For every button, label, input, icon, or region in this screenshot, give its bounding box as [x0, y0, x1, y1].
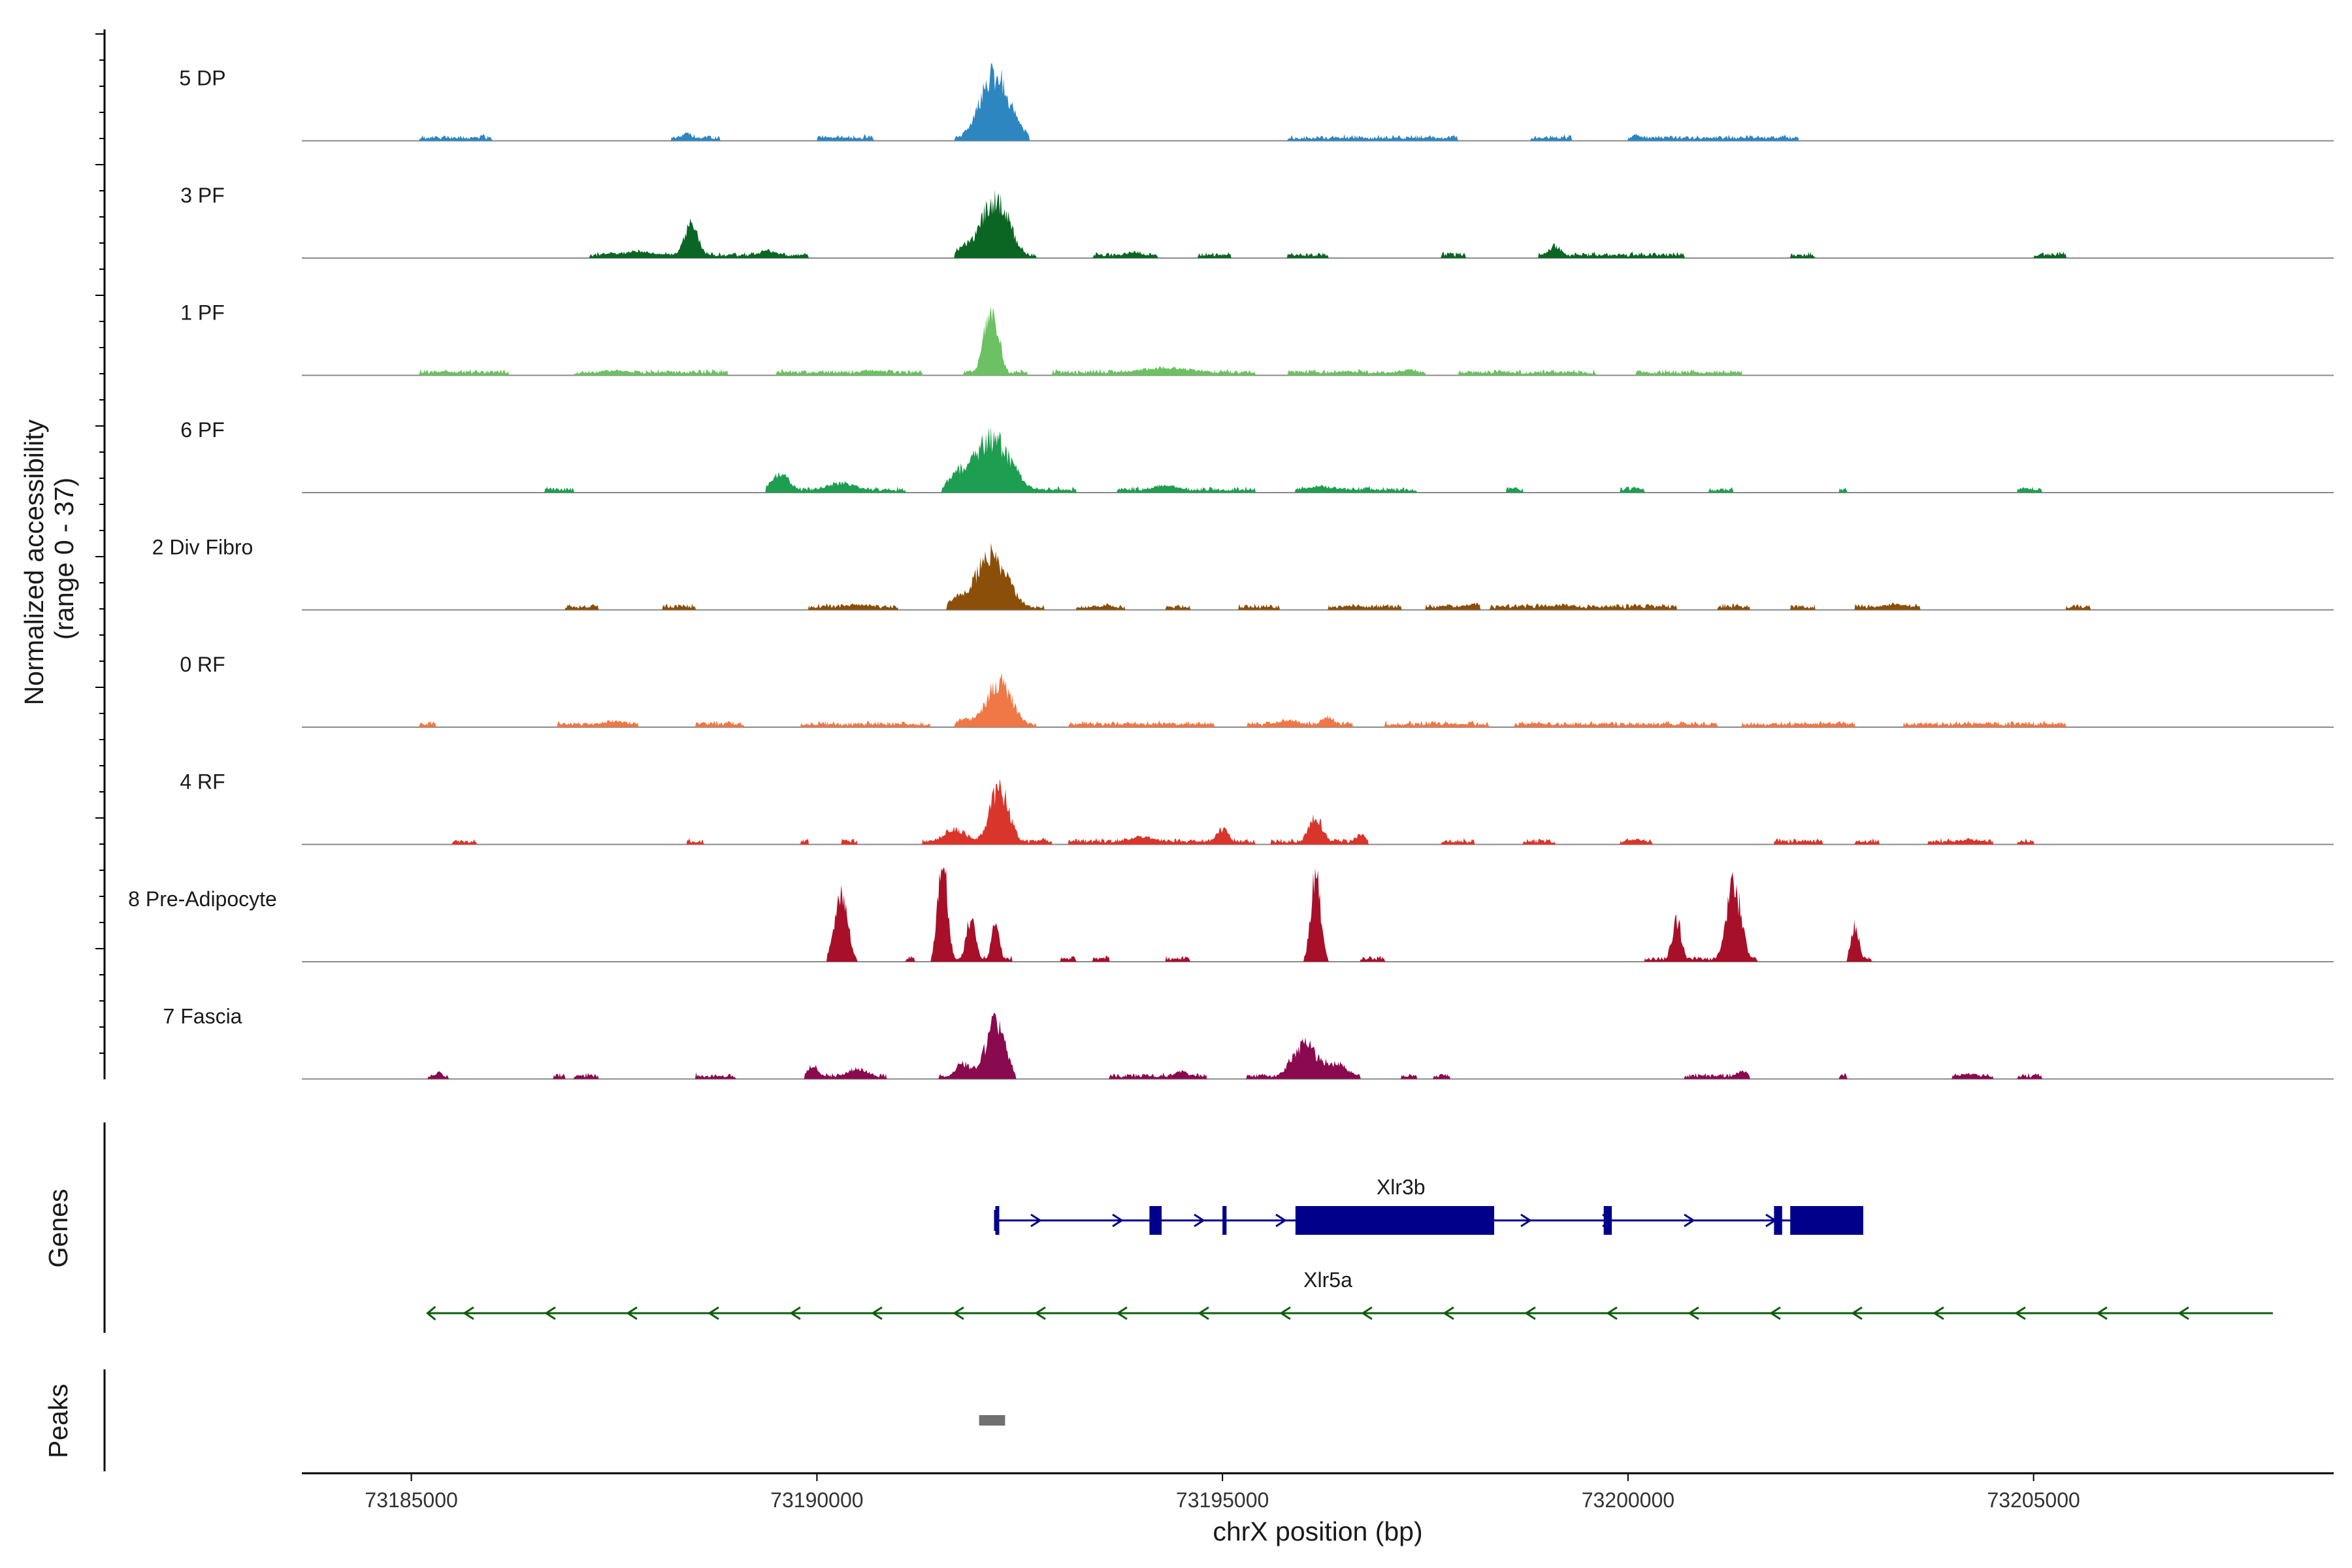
x-tick-label: 73205000 — [1987, 1488, 2080, 1512]
track-label: 2 Div Fibro — [152, 536, 253, 559]
strand-chevron-icon — [1520, 1213, 1532, 1228]
coverage-area — [302, 63, 2334, 141]
track-5-dp: 5 DP — [179, 63, 2334, 142]
y-axis-title-line-2: (range 0 - 37) — [49, 478, 79, 640]
peaks-panel-label: Peaks — [43, 1384, 73, 1458]
genes-panel-label: Genes — [43, 1189, 73, 1268]
track-7-fascia: 7 Fascia — [163, 1005, 2334, 1080]
strand-chevron-icon — [626, 1306, 638, 1320]
strand-chevron-icon — [1524, 1306, 1536, 1320]
strand-chevron-icon — [1198, 1306, 1209, 1320]
coverage-area — [302, 306, 2334, 376]
y-axis-title: Normalized accessibility (range 0 - 37) — [19, 412, 79, 706]
strand-chevron-icon — [708, 1306, 719, 1320]
strand-chevron-icon — [789, 1306, 801, 1320]
strand-chevron-icon — [1443, 1306, 1454, 1320]
x-tick-label: 73190000 — [770, 1488, 863, 1512]
coverage-area — [302, 868, 2334, 962]
track-label: 1 PF — [180, 301, 225, 325]
track-label: 6 PF — [180, 418, 225, 442]
strand-chevron-icon — [1275, 1213, 1287, 1228]
genes-panel: Xlr3b Xlr5a — [103, 1122, 2273, 1333]
coverage-area — [302, 778, 2334, 845]
x-axis-title: chrX position (bp) — [1213, 1516, 1422, 1546]
track-label: 3 PF — [180, 184, 225, 207]
strand-chevron-icon — [1112, 1213, 1124, 1228]
track-1-pf: 1 PF — [180, 301, 2334, 376]
y-axis-title-line-1: Normalized accessibility — [19, 419, 49, 705]
track-2-div-fibro: 2 Div Fibro — [152, 536, 2334, 611]
strand-chevron-icon — [1688, 1306, 1699, 1320]
gene-exon — [995, 1206, 1000, 1235]
x-tick-label: 73200000 — [1582, 1488, 1674, 1512]
track-label: 7 Fascia — [163, 1005, 242, 1028]
strand-chevron-icon — [1851, 1306, 1863, 1320]
x-tick-label: 73195000 — [1176, 1488, 1269, 1512]
coverage-area — [302, 1013, 2334, 1079]
strand-chevron-icon — [2096, 1306, 2108, 1320]
gene-xlr5a: Xlr5a — [426, 1268, 2273, 1321]
coverage-area — [302, 426, 2334, 493]
peak-region — [979, 1415, 1005, 1426]
gene-exon — [1790, 1206, 1863, 1235]
strand-chevron-icon — [463, 1306, 474, 1320]
strand-chevron-icon — [544, 1306, 556, 1320]
strand-chevron-icon — [2014, 1306, 2026, 1320]
gene-exon — [1149, 1206, 1162, 1235]
strand-chevron-icon — [1279, 1306, 1291, 1320]
coverage-area — [302, 189, 2334, 258]
track-3-pf: 3 PF — [180, 184, 2334, 259]
track-label: 0 RF — [180, 653, 225, 676]
strand-chevron-icon — [1034, 1306, 1046, 1320]
strand-chevron-icon — [1116, 1306, 1128, 1320]
gene-exon — [1603, 1206, 1612, 1235]
strand-chevron-icon — [1606, 1306, 1618, 1320]
gene-exon — [1295, 1206, 1495, 1235]
peaks-panel — [103, 1369, 1005, 1471]
strand-chevron-icon — [871, 1306, 883, 1320]
track-6-pf: 6 PF — [180, 418, 2334, 493]
track-label: 4 RF — [180, 770, 225, 794]
coverage-area — [302, 542, 2334, 610]
gene-exon — [1222, 1206, 1227, 1235]
track-4-rf: 4 RF — [180, 770, 2334, 845]
gene-start-cap — [426, 1305, 436, 1321]
gene-label: Xlr3b — [1377, 1175, 1426, 1199]
strand-chevron-icon — [2178, 1306, 2189, 1320]
x-axis: 73185000 73190000 73195000 73200000 73205000 — [302, 1472, 2334, 1512]
gene-exon — [1774, 1206, 1782, 1235]
track-8-pre-adipocyte: 8 Pre-Adipocyte — [128, 868, 2334, 962]
strand-chevron-icon — [1684, 1213, 1695, 1228]
gene-label: Xlr5a — [1303, 1268, 1352, 1292]
track-label: 5 DP — [179, 67, 225, 90]
track-label: 8 Pre-Adipocyte — [128, 887, 277, 911]
strand-chevron-icon — [953, 1306, 964, 1320]
strand-chevron-icon — [1194, 1213, 1205, 1228]
gene-xlr3b: Xlr3b — [994, 1175, 1863, 1235]
strand-chevron-icon — [1030, 1213, 1042, 1228]
coverage-tracks: 5 DP 3 PF 1 PF 6 PF 2 Div Fibro 0 RF 4 RF 8 Pre… — [95, 29, 2334, 1080]
track-0-rf: 0 RF — [180, 653, 2334, 728]
strand-chevron-icon — [1769, 1306, 1781, 1320]
strand-chevron-icon — [1361, 1306, 1373, 1320]
strand-chevron-icon — [1933, 1306, 1944, 1320]
coverage-area — [302, 672, 2334, 727]
x-tick-label: 73185000 — [365, 1488, 457, 1512]
